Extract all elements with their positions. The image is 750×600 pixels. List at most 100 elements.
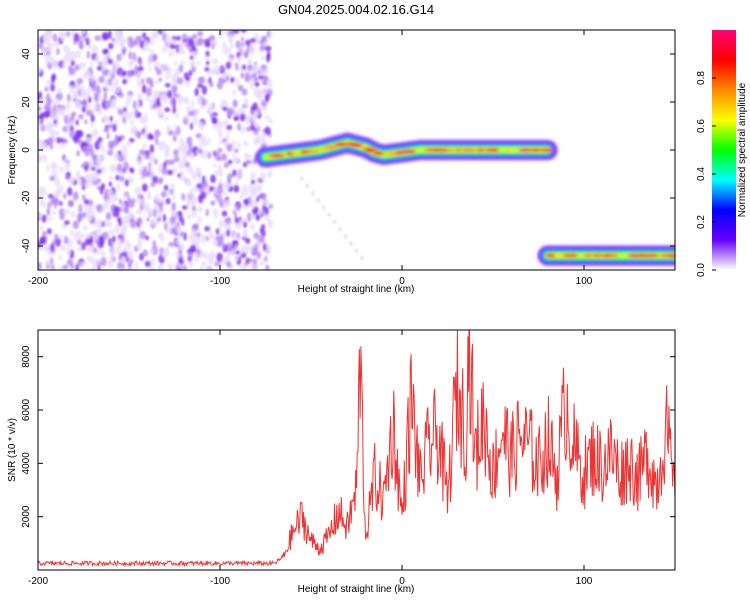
heatmap-cell (210, 174, 216, 184)
heatmap-cell (197, 177, 201, 185)
heatmap-cell (100, 166, 107, 174)
heatmap-cell (38, 186, 46, 192)
heatmap-cell (161, 30, 169, 33)
heatmap-cell (127, 266, 133, 270)
x-tick-label: 0 (399, 576, 405, 587)
heatmap-cell (194, 240, 200, 249)
heatmap-cell (53, 119, 57, 125)
bottom-y-axis: 2000 4000 6000 8000 (21, 345, 675, 528)
heatmap-cell (174, 60, 178, 67)
heatmap-cell (66, 124, 71, 133)
heatmap-cell (221, 79, 227, 84)
heatmap-cell (236, 204, 240, 211)
heatmap-cell (66, 247, 71, 256)
heatmap-cell (327, 212, 331, 217)
heatmap-cell (211, 42, 215, 50)
heatmap-cell (125, 70, 132, 75)
heatmap-cell (39, 97, 45, 106)
heatmap-cell (164, 44, 169, 52)
heatmap-cell (148, 266, 156, 270)
heatmap-cell (165, 34, 172, 45)
heatmap-cell (111, 97, 117, 106)
heatmap-cell (195, 133, 202, 139)
heatmap-cell (217, 147, 223, 153)
heatmap-cell (85, 137, 92, 144)
heatmap-cell (113, 64, 119, 71)
heatmap-cell (138, 149, 146, 156)
heatmap-cell (334, 142, 347, 147)
heatmap-cell (86, 173, 93, 182)
heatmap-cell (195, 166, 202, 176)
heatmap-cell (218, 132, 223, 139)
heatmap-cell (130, 111, 134, 116)
colorbar-tick-label: 0.4 (696, 167, 707, 181)
heatmap-cell (103, 80, 109, 90)
heatmap-cell (69, 129, 75, 139)
heatmap-cell (39, 112, 47, 118)
heatmap-cell (267, 170, 273, 179)
heatmap-cell (49, 43, 56, 48)
heatmap-cell (50, 161, 58, 172)
heatmap-cell (148, 66, 152, 73)
heatmap-cell (212, 208, 219, 216)
heatmap-cell (202, 139, 209, 147)
heatmap-cell (200, 238, 206, 244)
heatmap-cell (158, 143, 164, 151)
heatmap-cell (137, 154, 142, 162)
heatmap-cell (291, 151, 301, 156)
heatmap-cell (150, 257, 156, 267)
heatmap-cell (232, 206, 238, 212)
heatmap-cell (83, 199, 90, 205)
heatmap-cell (250, 214, 256, 220)
heatmap-cell (266, 30, 271, 38)
heatmap-cell (90, 247, 94, 253)
heatmap-cell (76, 230, 81, 237)
heatmap-cell (40, 235, 46, 245)
heatmap-cell (120, 202, 126, 210)
heatmap-cell (104, 48, 110, 54)
heatmap-cell (245, 154, 253, 159)
heatmap-cell (85, 110, 93, 117)
heatmap-cell (243, 221, 248, 229)
heatmap-cell (188, 233, 195, 241)
heatmap-cell (237, 84, 244, 92)
heatmap-cell (172, 135, 177, 142)
heatmap-cell (244, 114, 252, 125)
heatmap-cell (111, 235, 116, 243)
heatmap-cell (109, 254, 114, 264)
heatmap-cell (142, 143, 148, 149)
heatmap-cell (145, 95, 150, 102)
heatmap-cell (108, 229, 115, 236)
heatmap-cell (82, 73, 89, 79)
heatmap-cell (563, 253, 573, 258)
heatmap-cell (185, 97, 189, 106)
heatmap-cell (50, 83, 55, 92)
heatmap-cell (251, 116, 256, 126)
x-tick-label: -100 (210, 276, 230, 287)
heatmap-cell (91, 166, 96, 172)
heatmap-cell (102, 231, 109, 240)
heatmap-cell (53, 97, 60, 104)
heatmap-cell (81, 242, 86, 251)
heatmap-cell (54, 130, 60, 136)
heatmap-cell (38, 140, 44, 149)
heatmap-cell (47, 193, 54, 199)
heatmap-cell (41, 214, 47, 223)
heatmap-cell (204, 225, 210, 232)
heatmap-cell (155, 68, 162, 76)
heatmap-cell (60, 244, 67, 252)
heatmap-cell (65, 101, 71, 111)
heatmap-cell (522, 148, 532, 152)
heatmap-cell (221, 190, 227, 196)
heatmap-cell (235, 76, 240, 87)
heatmap-cell (76, 169, 81, 178)
heatmap-cell (143, 130, 148, 141)
bottom-y-axis-label: SNR (10 * v/v) (7, 418, 18, 482)
colorbar-gradient (712, 30, 736, 270)
heatmap-cell (665, 253, 675, 258)
heatmap-cell (189, 152, 195, 160)
heatmap-cell (97, 136, 103, 143)
heatmap-cell (50, 243, 54, 253)
heatmap-cell (262, 75, 267, 83)
